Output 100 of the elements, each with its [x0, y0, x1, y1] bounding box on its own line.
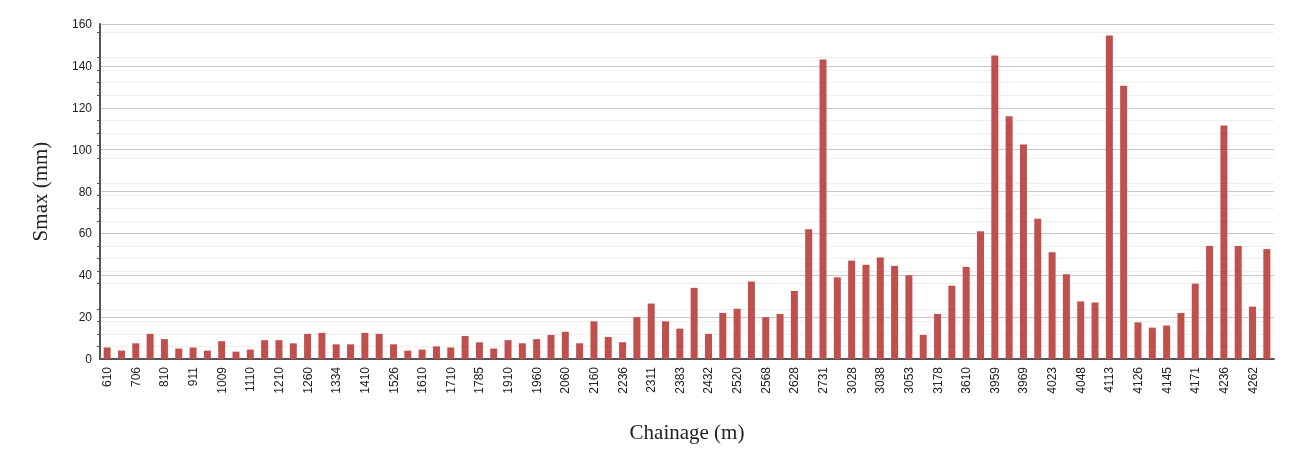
bar: [790, 290, 798, 359]
bar: [289, 343, 297, 359]
x-tick-label: 706: [128, 366, 143, 388]
bar: [833, 277, 841, 359]
bar: [590, 321, 598, 359]
y-tick-label: 100: [71, 142, 93, 157]
bar: [203, 350, 211, 359]
bar: [275, 340, 283, 359]
x-tick-label: 3053: [901, 366, 916, 394]
x-tick-label: 4171: [1188, 366, 1203, 394]
bar: [103, 347, 111, 359]
x-tick-label: 2383: [672, 366, 687, 394]
x-tick-label: 1210: [271, 366, 286, 394]
bar: [1191, 283, 1199, 359]
bar: [662, 321, 670, 359]
bar: [490, 348, 498, 359]
bar: [733, 308, 741, 359]
bar: [347, 344, 355, 359]
bar: [948, 285, 956, 359]
bar: [1005, 116, 1013, 359]
x-tick-label: 4023: [1045, 366, 1060, 394]
bar: [1206, 245, 1214, 359]
x-tick-label: 810: [157, 366, 172, 388]
bar: [633, 317, 641, 359]
y-axis-title: Smax (mm): [27, 141, 52, 242]
x-tick-label: 1710: [443, 366, 458, 394]
x-tick-label: 2311: [644, 366, 659, 393]
x-tick-label: 1910: [501, 366, 516, 394]
bar: [1148, 327, 1156, 359]
bar: [1062, 274, 1070, 359]
bar: [547, 334, 555, 359]
bar: [604, 337, 612, 359]
bar: [977, 231, 984, 359]
bar: [175, 348, 183, 359]
x-tick-label: 1009: [214, 366, 229, 394]
x-tick-label: 2731: [816, 366, 831, 394]
x-tick-label: 1610: [415, 366, 430, 394]
x-tick-label: 2432: [701, 366, 716, 394]
x-tick-label: 1526: [386, 366, 401, 394]
bar: [690, 287, 698, 359]
bar: [1249, 306, 1257, 359]
bar: [232, 351, 240, 359]
bar: [747, 281, 755, 359]
x-tick-label: 1334: [329, 366, 344, 394]
x-tick-label: 1785: [472, 366, 487, 394]
bar: [805, 229, 813, 359]
x-tick-label: 2520: [730, 366, 745, 394]
bar: [146, 333, 154, 359]
bar: [576, 343, 584, 359]
x-tick-label: 2628: [787, 366, 802, 394]
bar: [1105, 35, 1113, 359]
bar: [876, 257, 884, 359]
bar: [1019, 144, 1027, 359]
bar: [533, 339, 541, 359]
x-tick-label: 2236: [615, 366, 630, 394]
bar: [189, 347, 197, 359]
bar: [704, 333, 712, 359]
bar: [1120, 85, 1128, 359]
bar: [304, 333, 312, 359]
bar: [1177, 312, 1185, 359]
x-tick-label: 2160: [586, 366, 601, 394]
bar: [404, 350, 412, 359]
bar: [117, 350, 125, 359]
bar: [375, 333, 383, 359]
bar: [246, 349, 254, 359]
bar: [1034, 218, 1042, 359]
x-axis-title: Chainage (m): [629, 419, 745, 444]
x-tick-label: 2060: [558, 366, 573, 394]
y-tick-label: 160: [71, 17, 93, 31]
bar: [332, 344, 340, 359]
bar: [848, 260, 856, 359]
bar: [1163, 325, 1171, 359]
y-tick-label: 80: [78, 184, 93, 199]
bar: [676, 328, 684, 359]
x-tick-label: 2568: [758, 366, 773, 394]
x-tick-label: 3038: [873, 366, 888, 394]
bar: [905, 275, 913, 359]
x-tick-label: 1110: [243, 366, 258, 392]
bar: [934, 313, 942, 359]
bar: [461, 335, 469, 359]
bar: [1263, 249, 1271, 359]
bar: [1134, 322, 1142, 359]
bar: [719, 312, 727, 359]
bar: [619, 342, 627, 359]
bar: [962, 266, 970, 359]
bar: [862, 264, 870, 359]
bar: [776, 313, 784, 359]
x-tick-label: 4048: [1073, 366, 1088, 394]
x-tick-label: 911: [186, 366, 201, 387]
bar: [762, 317, 770, 359]
bar: [1234, 245, 1242, 359]
y-tick-label: 140: [71, 58, 93, 73]
bar: [1048, 252, 1056, 359]
bar: [261, 340, 269, 359]
bar: [1077, 301, 1085, 359]
x-tick-label: 3028: [844, 366, 859, 394]
bar: [132, 343, 140, 359]
x-tick-label: 4126: [1130, 366, 1145, 394]
x-tick-label: 3959: [987, 366, 1002, 394]
x-tick-label: 4145: [1159, 366, 1174, 394]
